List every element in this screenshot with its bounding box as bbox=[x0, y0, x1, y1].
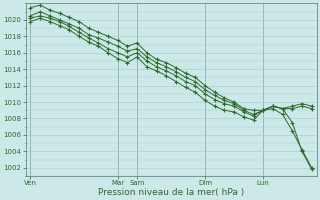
X-axis label: Pression niveau de la mer( hPa ): Pression niveau de la mer( hPa ) bbox=[98, 188, 244, 197]
